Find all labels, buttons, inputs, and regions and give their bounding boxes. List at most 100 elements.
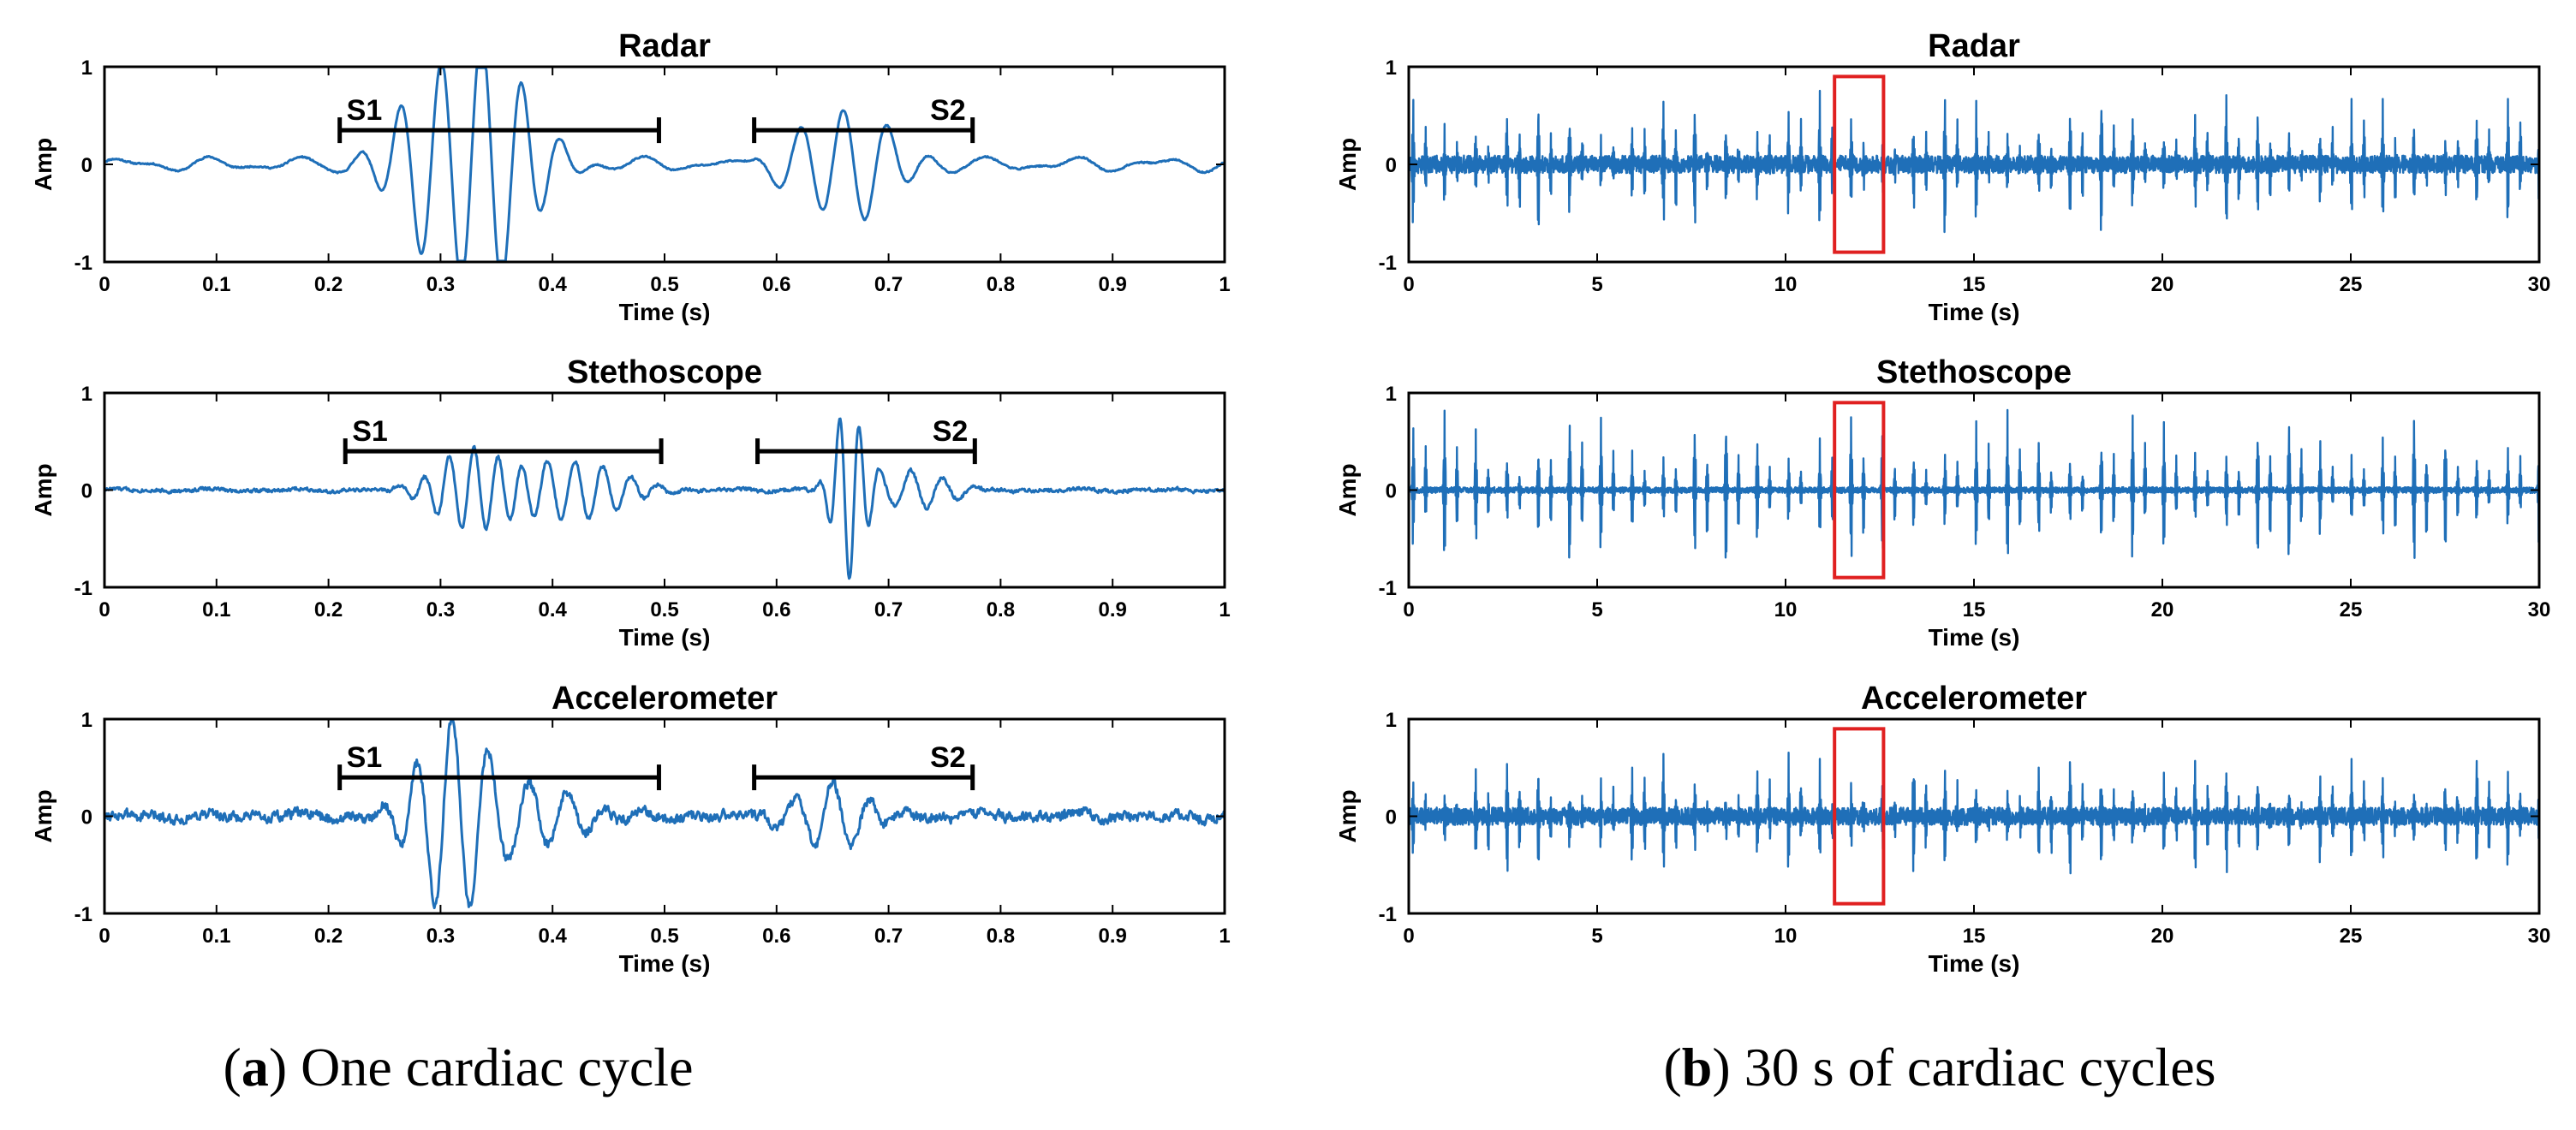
y-tick-label: -1: [75, 903, 92, 926]
segment-s1: S1: [343, 415, 664, 465]
x-tick-label: 1: [1219, 598, 1230, 622]
chart-title: Radar: [618, 28, 711, 64]
caption-a-text: One cardiac cycle: [301, 1037, 693, 1097]
x-tick-label: 0.8: [987, 925, 1015, 948]
x-tick-label: 0.2: [314, 598, 343, 622]
x-tick-label: 0.5: [650, 273, 678, 296]
caption-b-open: (: [1663, 1037, 1681, 1097]
y-tick-label: 0: [81, 480, 92, 503]
caption-a: (a) One cardiac cycle: [224, 1037, 694, 1097]
x-tick-label: 10: [1774, 273, 1798, 296]
chart-title: Stethoscope: [1876, 354, 2072, 390]
x-tick-label: 5: [1591, 598, 1602, 622]
caption-a-open: (: [224, 1037, 242, 1097]
x-axis-label: Time (s): [619, 950, 711, 977]
x-tick-label: 0: [1403, 273, 1414, 296]
segment-label: S2: [930, 741, 966, 774]
x-axis-label: Time (s): [1929, 950, 2020, 977]
segment-label: S2: [930, 94, 966, 127]
x-tick-label: 0: [1403, 598, 1414, 622]
x-tick-label: 5: [1591, 273, 1602, 296]
highlight-box: [1833, 401, 1886, 580]
caption-b-letter: b: [1682, 1037, 1713, 1097]
x-tick-label: 0: [98, 925, 110, 948]
caption-b-close: ): [1712, 1037, 1730, 1097]
chart-b-radar: 0 5 10 15 20 25 30 -1 0 1 Radar Time (s) Amp: [1334, 28, 2550, 325]
y-tick-label: -1: [75, 577, 92, 600]
y-tick-label: -1: [1379, 252, 1397, 275]
highlight-box: [1833, 74, 1886, 254]
x-tick-label: 0.2: [314, 273, 343, 296]
caption-b-text: 30 s of cardiac cycles: [1744, 1037, 2216, 1097]
y-axis-label: Amp: [1334, 789, 1361, 842]
y-tick-label: 1: [1386, 56, 1397, 80]
segment-s2: S2: [755, 415, 977, 465]
x-axis-label: Time (s): [619, 299, 711, 325]
y-tick-label: 0: [1386, 806, 1397, 830]
x-tick-label: 0.3: [426, 925, 455, 948]
x-tick-label: 0.7: [874, 925, 903, 948]
y-tick-label: 0: [81, 154, 92, 177]
x-tick-label: 15: [1963, 598, 1986, 622]
x-tick-label: 25: [2340, 925, 2363, 948]
caption-b: (b) 30 s of cardiac cycles: [1663, 1037, 2215, 1097]
caption-a-close: ): [269, 1037, 287, 1097]
x-tick-label: 0.9: [1099, 925, 1127, 948]
x-axis-label: Time (s): [1929, 624, 2020, 651]
segment-label: S1: [347, 741, 383, 774]
series-line-b-accelerometer: [1409, 751, 2539, 875]
segment-s2: S2: [752, 94, 975, 144]
chart-b-stethoscope: 0 5 10 15 20 25 30 -1 0 1 Stethoscope Time (s) Amp: [1334, 354, 2550, 651]
series-line-a-stethoscope: [104, 417, 1225, 580]
x-tick-label: 0.2: [314, 925, 343, 948]
x-tick-label: 20: [2151, 925, 2174, 948]
x-axis-label: Time (s): [619, 624, 711, 651]
x-tick-label: 20: [2151, 598, 2174, 622]
x-tick-label: 0: [1403, 925, 1414, 948]
x-tick-label: 0.7: [874, 273, 903, 296]
segment-label: S1: [347, 94, 383, 127]
x-tick-label: 0.5: [650, 925, 678, 948]
chart-title: Accelerometer: [1861, 681, 2087, 717]
segment-label: S1: [352, 415, 388, 448]
chart-b-accelerometer: 0 5 10 15 20 25 30 -1 0 1 Accelerometer Time (s) Amp: [1334, 681, 2550, 977]
segment-s1: S1: [337, 94, 661, 144]
y-tick-label: 0: [1386, 480, 1397, 503]
x-tick-label: 0: [98, 273, 110, 296]
x-tick-label: 15: [1963, 273, 1986, 296]
x-tick-label: 0.8: [987, 598, 1015, 622]
y-axis-label: Amp: [30, 789, 57, 842]
x-tick-label: 0.1: [202, 925, 230, 948]
x-tick-label: 0.6: [762, 598, 790, 622]
x-tick-label: 0.9: [1099, 273, 1127, 296]
chart-panels: 0 0.1 0.2 0.3 0.4 0.5 0.6 0.7 0.8 0.9 1 -1 0 1 Radar Ti…: [30, 28, 2550, 977]
x-tick-label: 10: [1774, 598, 1798, 622]
chart-title: Radar: [1928, 28, 2020, 64]
x-tick-label: 0.4: [539, 598, 568, 622]
segment-s2: S2: [752, 741, 975, 791]
x-tick-label: 0.9: [1099, 598, 1127, 622]
y-tick-label: 0: [1386, 154, 1397, 177]
y-tick-label: 1: [81, 383, 92, 406]
x-tick-label: 10: [1774, 925, 1798, 948]
x-tick-label: 20: [2151, 273, 2174, 296]
y-tick-label: -1: [1379, 903, 1397, 926]
x-tick-label: 15: [1963, 925, 1986, 948]
series-line-a-radar: [104, 67, 1225, 262]
x-tick-label: 0.8: [987, 273, 1015, 296]
x-tick-label: 0.4: [539, 925, 568, 948]
y-tick-label: -1: [1379, 577, 1397, 600]
y-axis-label: Amp: [30, 138, 57, 191]
chart-a-stethoscope: 0 0.1 0.2 0.3 0.4 0.5 0.6 0.7 0.8 0.9 1 -1 0 1 Stethos…: [30, 354, 1231, 651]
series-line-b-stethoscope: [1409, 408, 2539, 559]
chart-a-accelerometer: 0 0.1 0.2 0.3 0.4 0.5 0.6 0.7 0.8 0.9 1 -1 0 1 Acceler…: [30, 681, 1231, 977]
chart-title: Accelerometer: [552, 681, 778, 717]
x-tick-label: 25: [2340, 598, 2363, 622]
x-tick-label: 0: [98, 598, 110, 622]
x-tick-label: 30: [2528, 598, 2551, 622]
x-tick-label: 1: [1219, 925, 1230, 948]
y-tick-label: 1: [1386, 383, 1397, 406]
segment-label: S2: [933, 415, 969, 448]
x-tick-label: 0.4: [539, 273, 568, 296]
